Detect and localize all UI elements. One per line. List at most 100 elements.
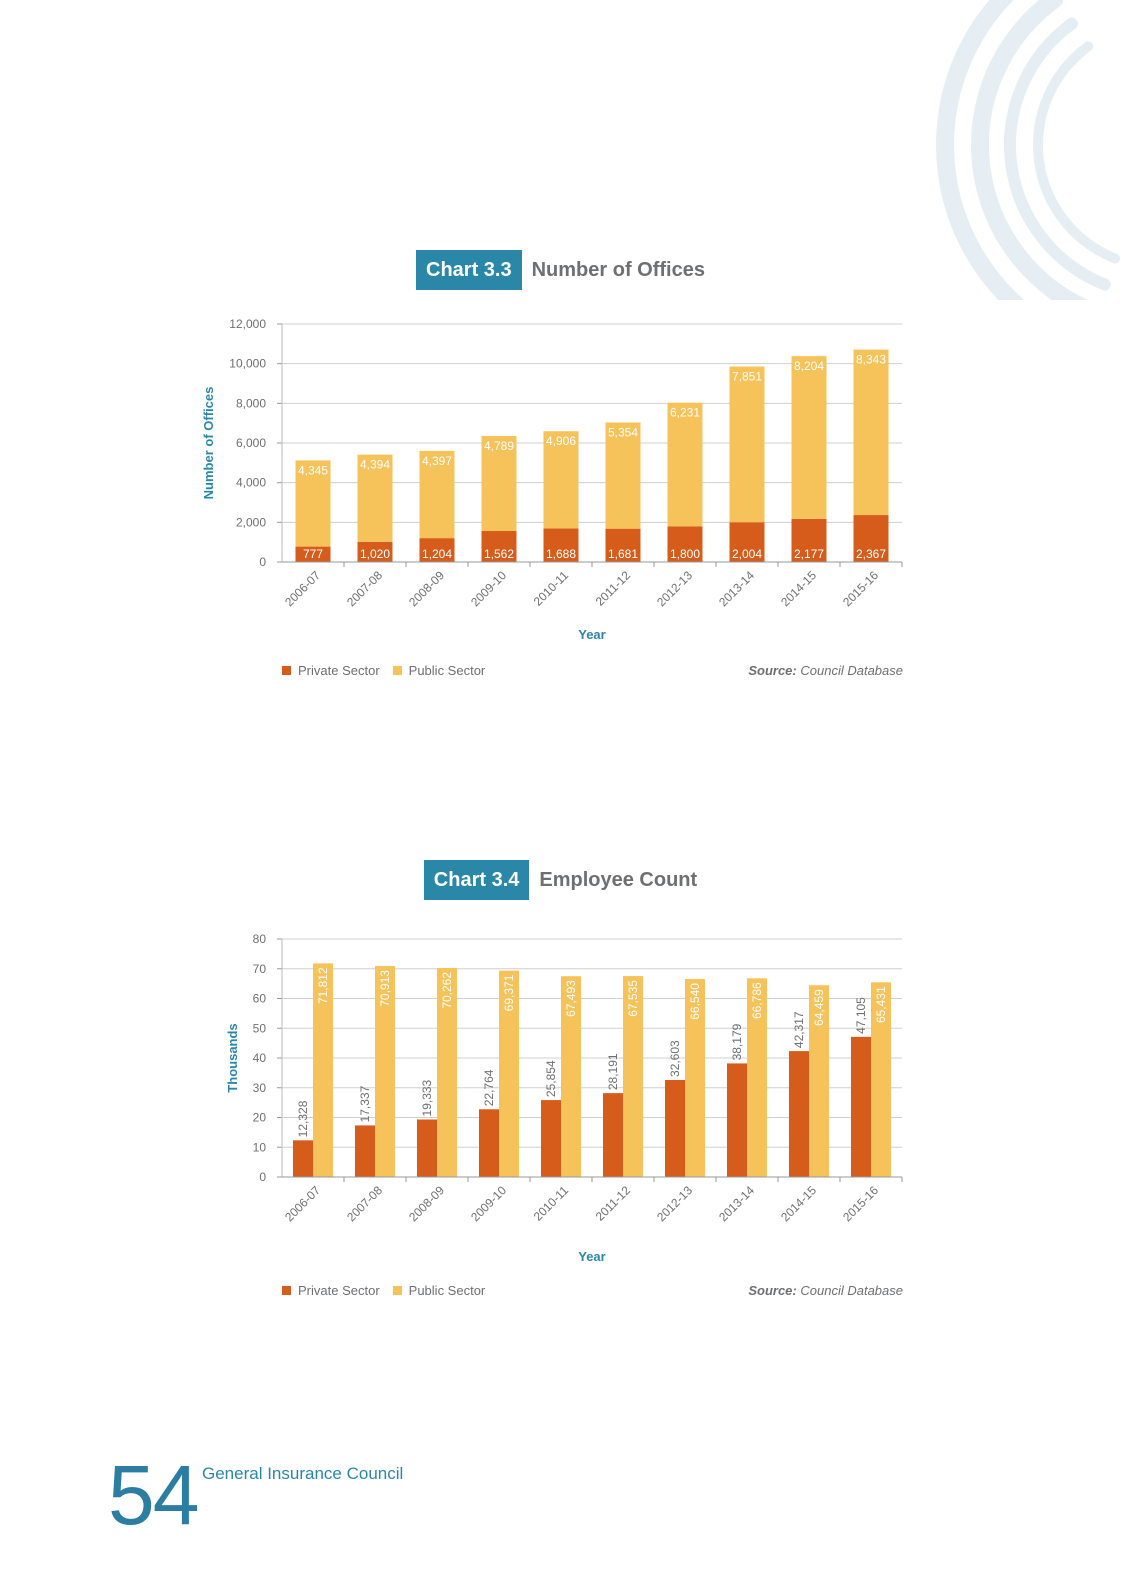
x-tick-label: 2006-07 [282, 568, 323, 609]
source-note: Source: Council Database [748, 663, 903, 678]
bar-private [357, 541, 393, 562]
source-text: Council Database [800, 1283, 903, 1298]
bar-public [809, 985, 829, 1177]
data-label-private: 12,328 [296, 1100, 310, 1137]
data-label-public: 66,786 [750, 982, 764, 1019]
offices-chart: 0 2,000 4,000 6,000 8,000 10,000 12,000 777 4,34… [201, 317, 903, 642]
data-label-private: 777 [303, 547, 323, 561]
bar-public [295, 460, 331, 547]
y-tick-label: 50 [253, 1021, 267, 1035]
chart-title: Number of Offices [531, 259, 705, 281]
y-tick-label: 2,000 [236, 515, 266, 529]
x-tick-label: 2007-08 [344, 568, 385, 609]
data-label-public: 67,535 [626, 980, 640, 1017]
y-tick-label: 60 [253, 992, 267, 1006]
employee-chart: 0 10 20 30 40 50 60 70 80 12,328 71,812 2006-07 17,3… [225, 932, 903, 1264]
bar-private [851, 1036, 871, 1177]
bar-private [729, 522, 765, 562]
bar-private [479, 1109, 499, 1177]
y-tick-label: 20 [253, 1111, 267, 1125]
bar-public [747, 978, 767, 1177]
bar-private [603, 1093, 623, 1177]
x-tick-label: 2009-10 [468, 1183, 509, 1224]
data-label-public: 6,231 [670, 406, 700, 420]
data-label-public: 4,345 [298, 463, 328, 477]
x-tick-label: 2006-07 [282, 1183, 323, 1224]
bar-public [419, 450, 455, 539]
chart-badge: Chart 3.4 [423, 860, 530, 900]
y-tick-label: 0 [259, 1170, 266, 1184]
chart-3-4-header: Chart 3.4 Employee Count [0, 860, 1121, 900]
y-axis-label: Thousands [225, 1023, 240, 1092]
source-note: Source: Council Database [748, 1283, 903, 1298]
source-label: Source: [748, 663, 797, 678]
data-label-public: 70,262 [440, 972, 454, 1009]
data-label-public: 4,906 [546, 434, 576, 448]
x-tick-label: 2010-11 [531, 568, 572, 609]
bar-private [293, 1140, 313, 1177]
data-label-private: 22,764 [482, 1069, 496, 1106]
x-tick-label: 2011-12 [593, 1183, 634, 1224]
bar-private [605, 528, 641, 562]
bar-public [499, 970, 519, 1177]
bar-public [481, 436, 517, 532]
chart-title: Employee Count [539, 869, 698, 891]
bar-public [667, 402, 703, 527]
private-swatch [282, 666, 291, 675]
concentric-arcs-icon [936, 0, 1121, 300]
data-label-private: 38,179 [730, 1023, 744, 1060]
decor-arc [1033, 41, 1121, 264]
data-label-public: 4,789 [484, 439, 514, 453]
legend-public-label: Public Sector [408, 663, 486, 678]
data-label-public: 65,431 [874, 986, 888, 1023]
data-label-private: 32,603 [668, 1040, 682, 1077]
x-tick-label: 2010-11 [531, 1183, 572, 1224]
y-tick-label: 80 [253, 932, 267, 946]
bar-public [605, 422, 641, 529]
bar-public [543, 431, 579, 529]
data-label-public: 5,354 [608, 425, 638, 439]
y-axis-label: Number of Offices [201, 387, 216, 500]
y-tick-label: 30 [253, 1081, 267, 1095]
bar-private [727, 1063, 747, 1177]
bar-private [295, 546, 331, 562]
decor-arc [936, 0, 1025, 300]
x-axis-label: Year [578, 1249, 605, 1264]
data-label-private: 2,004 [732, 547, 762, 561]
bar-public [853, 349, 889, 516]
bar-private [419, 538, 455, 562]
data-label-private: 1,204 [422, 547, 452, 561]
y-tick-label: 8,000 [236, 396, 266, 410]
y-tick-label: 4,000 [236, 476, 266, 490]
x-tick-label: 2008-09 [406, 1183, 447, 1224]
y-tick-label: 40 [253, 1051, 267, 1065]
source-text: Council Database [800, 663, 903, 678]
bar-private [789, 1051, 809, 1177]
data-label-public: 4,394 [360, 458, 390, 472]
y-tick-label: 6,000 [236, 436, 266, 450]
data-label-private: 1,681 [608, 547, 638, 561]
data-label-public: 8,204 [794, 359, 824, 373]
x-axis-label: Year [578, 627, 605, 642]
public-swatch [392, 666, 402, 675]
bar-public [357, 454, 393, 542]
data-label-private: 1,688 [546, 547, 576, 561]
data-label-public: 69,371 [502, 974, 516, 1011]
bar-public [871, 982, 891, 1177]
y-tick-label: 12,000 [229, 317, 266, 331]
bar-public [729, 366, 765, 523]
data-label-private: 28,191 [606, 1053, 620, 1090]
bar-public [623, 976, 643, 1177]
data-label-public: 8,343 [856, 353, 886, 367]
data-label-public: 64,459 [812, 989, 826, 1026]
data-label-private: 2,367 [856, 547, 886, 561]
x-tick-label: 2012-13 [654, 568, 695, 609]
data-label-private: 1,020 [360, 547, 390, 561]
bar-private [667, 526, 703, 562]
x-tick-label: 2011-12 [593, 568, 634, 609]
decor-arc [1004, 17, 1111, 291]
x-tick-label: 2015-16 [840, 1183, 881, 1224]
bar-private [355, 1125, 375, 1177]
legend-private-label: Private Sector [298, 1283, 380, 1298]
chart-badge: Chart 3.3 [416, 250, 522, 290]
